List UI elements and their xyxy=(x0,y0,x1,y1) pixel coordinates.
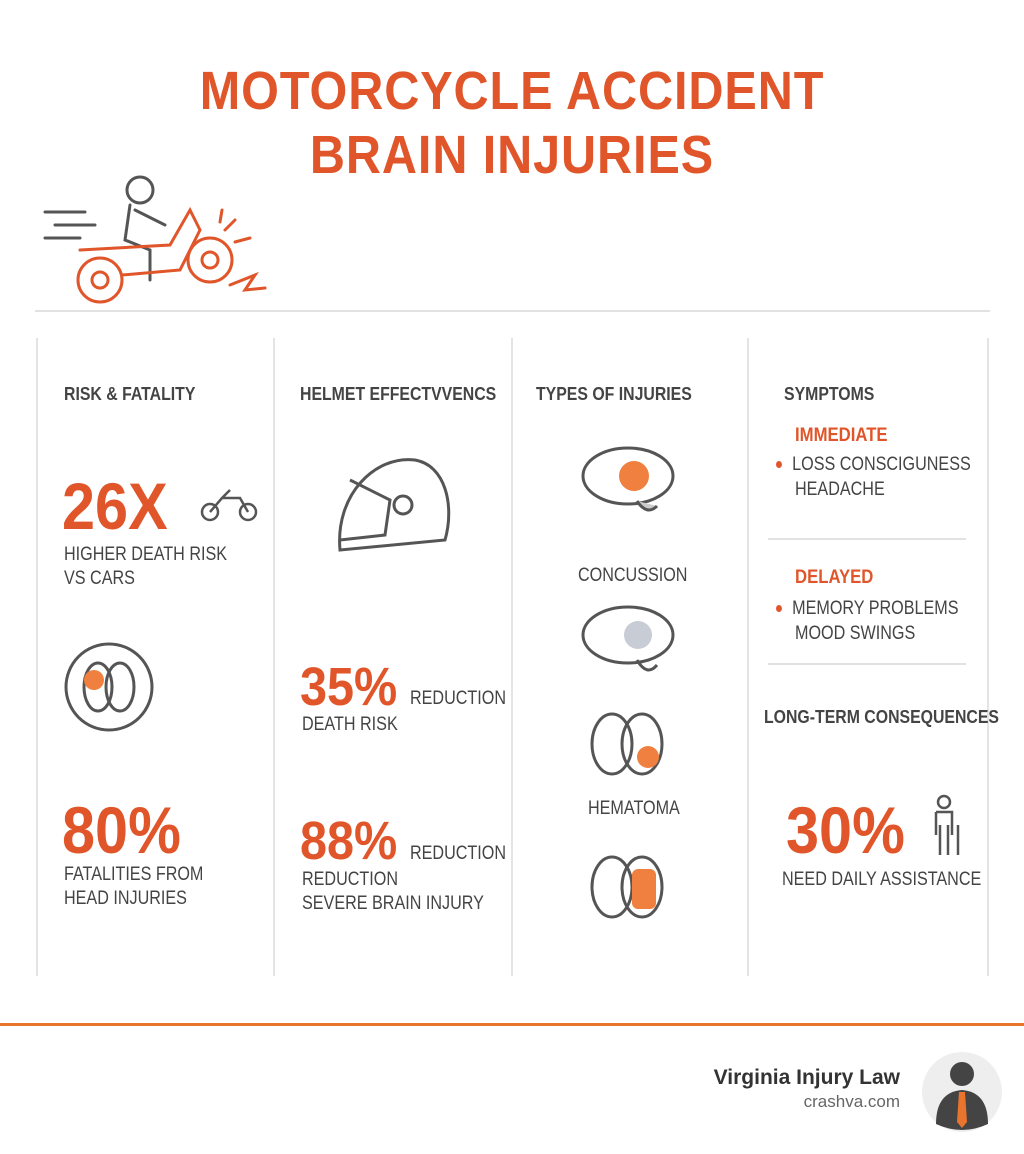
symptom-text: HEADACHE xyxy=(795,479,885,500)
brain-gray-icon xyxy=(581,605,675,672)
symptom-text: MOOD SWINGS xyxy=(795,623,916,644)
delayed-label: DELAYED xyxy=(795,567,874,588)
divider xyxy=(768,538,966,540)
longterm-stat: 30% xyxy=(786,793,905,867)
risk-heading: RISK & FATALITY xyxy=(64,384,196,404)
title-divider xyxy=(35,310,990,312)
footer-divider xyxy=(0,1023,1024,1026)
helmet-stat2-text: REDUCTION xyxy=(302,869,399,890)
risk-stat2-text: FATALITIES FROM xyxy=(64,864,204,885)
types-heading: TYPES OF INJURIES xyxy=(536,384,692,404)
symptom-item: MEMORY PROBLEMS xyxy=(776,596,958,621)
title-line-1: MOTORCYCLE ACCIDENT xyxy=(199,61,825,121)
footer-brand: Virginia Injury Law xyxy=(713,1066,900,1089)
injury-label-concussion: CONCUSSION xyxy=(578,565,688,586)
column-divider xyxy=(36,338,38,976)
risk-stat-text: HIGHER DEATH RISK xyxy=(64,544,228,565)
column-divider xyxy=(511,338,513,976)
helmet-stat2-text: SEVERE BRAIN INJURY xyxy=(302,893,484,914)
lawyer-avatar-icon xyxy=(922,1052,1002,1132)
risk-stat-80: 80% xyxy=(62,793,181,867)
footer-url[interactable]: crashva.com xyxy=(803,1092,900,1111)
symptom-text: MEMORY PROBLEMS xyxy=(792,598,959,619)
helmet-stat-text: DEATH RISK xyxy=(302,714,398,735)
immediate-label: IMMEDIATE xyxy=(795,425,888,446)
helmet-stat2-suffix: REDUCTION xyxy=(410,843,507,864)
helmet-stat-suffix: REDUCTION xyxy=(410,688,507,709)
brain-icon xyxy=(590,855,664,919)
longterm-stat-text: NEED DAILY ASSISTANCE xyxy=(782,869,982,890)
symptoms-heading: SYMPTOMS xyxy=(784,384,875,404)
motorcycle-crash-icon xyxy=(43,175,267,304)
column-divider xyxy=(273,338,275,976)
injury-label-hematoma: HEMATOMA xyxy=(588,798,680,819)
bullet-icon xyxy=(776,461,782,469)
helmet-icon xyxy=(338,458,451,552)
symptom-item: LOSS CONSCIGUNESS xyxy=(776,452,971,477)
risk-stat-text: VS CARS xyxy=(64,568,135,589)
helmet-stat-35: 35% xyxy=(300,657,398,717)
motorcycle-icon xyxy=(200,489,258,522)
person-cane-icon xyxy=(934,794,960,855)
brain-circle-icon xyxy=(64,642,154,732)
risk-stat2-text: HEAD INJURIES xyxy=(64,888,187,909)
symptom-text: LOSS CONSCIGUNESS xyxy=(792,454,971,475)
bullet-icon xyxy=(776,605,782,613)
column-divider xyxy=(747,338,749,976)
divider xyxy=(768,663,966,665)
title-line-2: BRAIN INJURIES xyxy=(309,125,715,185)
longterm-heading: LONG-TERM CONSEQUENCES xyxy=(764,707,999,727)
brain-concussion-icon xyxy=(581,446,675,512)
risk-stat-26x: 26X xyxy=(62,469,168,543)
column-divider xyxy=(987,338,989,976)
helmet-stat-88: 88% xyxy=(300,811,398,871)
brain-hematoma-icon xyxy=(590,712,664,776)
helmet-heading: HELMET EFFECTVVENCS xyxy=(300,384,497,404)
